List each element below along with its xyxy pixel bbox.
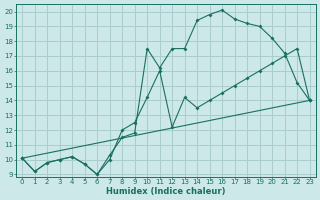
X-axis label: Humidex (Indice chaleur): Humidex (Indice chaleur)	[106, 187, 226, 196]
